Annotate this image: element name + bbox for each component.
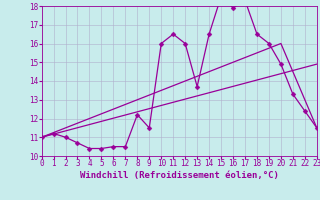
X-axis label: Windchill (Refroidissement éolien,°C): Windchill (Refroidissement éolien,°C) [80, 171, 279, 180]
